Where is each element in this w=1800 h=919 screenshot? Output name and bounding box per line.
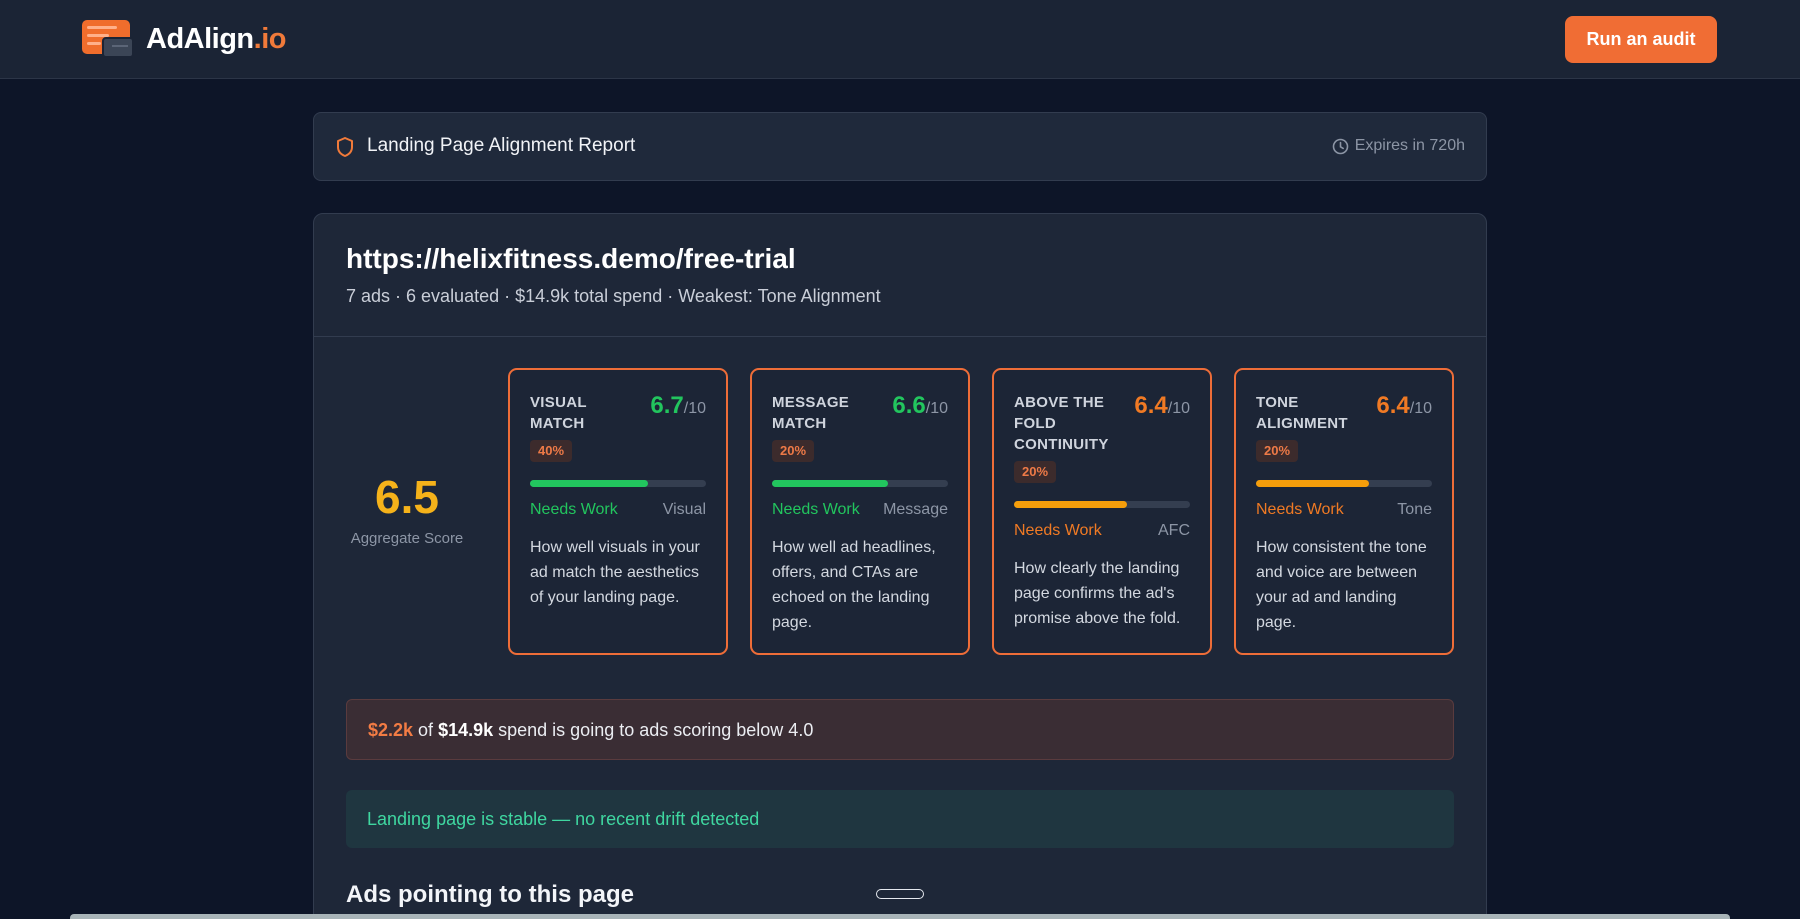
metric-description: How well visuals in your ad match the ae… (530, 539, 700, 606)
metric-progress-bar (772, 480, 948, 487)
metric-score-value: 6.4 (1134, 392, 1168, 419)
top-navigation-bar: AdAlign.io Run an audit (0, 0, 1800, 79)
metric-status: Needs Work (1014, 522, 1102, 539)
alert-text-of: of (413, 720, 439, 740)
metric-weight-badge: 20% (772, 440, 815, 462)
metric-score: 6.7/10 (650, 392, 706, 423)
metric-progress-fill (772, 480, 889, 487)
metric-card-afc[interactable]: ABOVE THE FOLD CONTINUITY 6.4/10 20% Needs … (992, 368, 1212, 655)
aggregate-score-panel: 6.5 Aggregate Score (314, 474, 500, 547)
metric-tag: AFC (1158, 522, 1190, 539)
clock-icon (1332, 138, 1349, 154)
landing-page-url[interactable]: https://helixfitness.demo/free-trial (346, 243, 796, 274)
metric-weight-badge: 40% (530, 440, 573, 462)
ads-section-title: Ads pointing to this page (346, 881, 634, 908)
metric-status: Needs Work (1256, 501, 1344, 518)
metric-card-visual[interactable]: VISUAL MATCH 6.7/10 40% Needs Work Visual How… (508, 368, 728, 655)
metric-description: How consistent the tone and voice are be… (1256, 539, 1427, 631)
scroll-indicator[interactable] (876, 889, 924, 899)
metric-name: MESSAGE MATCH (772, 394, 850, 432)
metric-tag: Message (883, 501, 948, 518)
metric-progress-bar (1256, 480, 1432, 487)
report-banner: Landing Page Alignment Report Expires in… (313, 112, 1487, 181)
aggregate-score-label: Aggregate Score (350, 530, 464, 547)
brand-suffix: .io (253, 22, 287, 55)
bottom-panel-edge (70, 914, 1730, 919)
metric-score-denominator: /10 (925, 400, 948, 417)
metric-progress-fill (530, 480, 648, 487)
metric-card-tone[interactable]: TONE ALIGNMENT 6.4/10 20% Needs Work Tone How… (1234, 368, 1454, 655)
metric-score: 6.4/10 (1376, 392, 1432, 423)
metric-description: How well ad headlines, offers, and CTAs … (772, 539, 936, 631)
shield-icon (337, 137, 353, 157)
brand-logo[interactable]: AdAlign.io (82, 20, 287, 58)
metric-score-value: 6.4 (1376, 392, 1410, 419)
metric-progress-fill (1256, 480, 1369, 487)
drift-status: Landing page is stable — no recent drift… (346, 790, 1454, 848)
metric-score: 6.6/10 (892, 392, 948, 423)
metric-weight-badge: 20% (1014, 461, 1057, 483)
metric-card-message[interactable]: MESSAGE MATCH 6.6/10 20% Needs Work Message H… (750, 368, 970, 655)
metric-weight-badge: 20% (1256, 440, 1299, 462)
metric-progress-bar (530, 480, 706, 487)
metric-score-denominator: /10 (1167, 400, 1190, 417)
run-audit-button[interactable]: Run an audit (1565, 16, 1717, 63)
metric-score-denominator: /10 (1409, 400, 1432, 417)
metric-tag: Visual (662, 501, 706, 518)
expiry-notice: Expires in 720h (1332, 137, 1465, 155)
metric-name: TONE ALIGNMENT (1256, 394, 1348, 432)
spend-alert: $2.2k of $14.9k spend is going to ads sc… (346, 699, 1454, 760)
metric-tag: Tone (1397, 501, 1432, 518)
metric-name: ABOVE THE FOLD CONTINUITY (1014, 394, 1109, 453)
total-spend: $14.9k (438, 720, 494, 740)
metric-status: Needs Work (530, 501, 618, 518)
page-summary: 7 ads · 6 evaluated · $14.9k total spend… (346, 286, 881, 306)
metric-progress-fill (1014, 501, 1127, 508)
metric-score: 6.4/10 (1134, 392, 1190, 423)
report-title: Landing Page Alignment Report (367, 135, 636, 156)
report-card: https://helixfitness.demo/free-trial 7 a… (313, 213, 1487, 919)
metric-description: How clearly the landing page confirms th… (1014, 560, 1181, 627)
expiry-text: Expires in 720h (1354, 137, 1465, 154)
logo-icon (82, 20, 134, 58)
brand-name: AdAlign.io (146, 22, 287, 55)
metric-progress-bar (1014, 501, 1190, 508)
metric-score-denominator: /10 (683, 400, 706, 417)
low-score-spend: $2.2k (368, 720, 414, 740)
aggregate-score-value: 6.5 (375, 471, 439, 523)
metric-score-value: 6.6 (892, 392, 926, 419)
metric-name: VISUAL MATCH (530, 394, 587, 432)
alert-text-rest: spend is going to ads scoring below 4.0 (493, 720, 814, 740)
metric-score-value: 6.7 (650, 392, 684, 419)
card-header: https://helixfitness.demo/free-trial 7 a… (314, 214, 1486, 337)
metric-status: Needs Work (772, 501, 860, 518)
